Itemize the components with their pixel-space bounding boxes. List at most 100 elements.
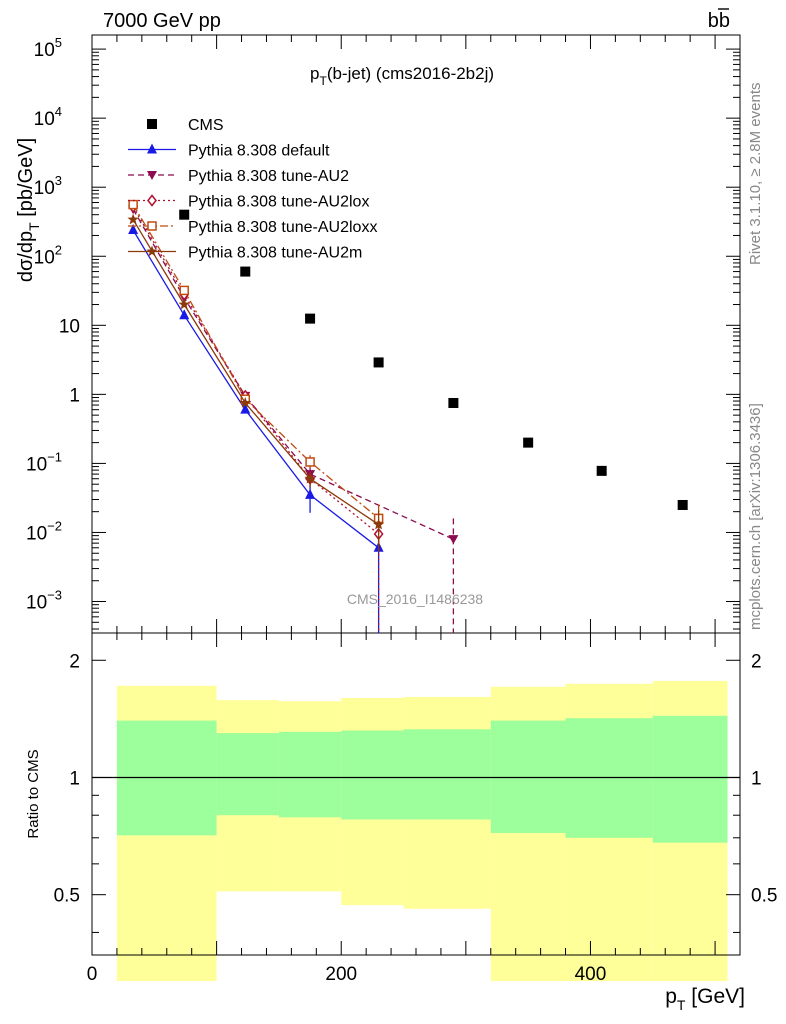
y-tick-base: 10 (34, 40, 55, 61)
legend-marker (146, 245, 158, 257)
ratio-tick-label-right: 0.5 (751, 886, 777, 907)
y-tick-label: 10 (59, 316, 80, 337)
legend-marker (147, 143, 157, 154)
xlabel-b: [GeV] (685, 985, 745, 1008)
plot-title-rest: (b-jet) (cms2016-2b2j) (327, 64, 494, 83)
legend-item-au2loxx: Pythia 8.308 tune-AU2loxx (128, 219, 377, 236)
x-tick-label: 0 (87, 964, 98, 985)
data-point (596, 465, 607, 476)
legend-marker (147, 171, 157, 180)
data-point (373, 357, 384, 368)
legend-label: Pythia 8.308 tune-AU2lox (188, 194, 369, 211)
legend-label: Pythia 8.308 tune-AU2m (188, 245, 362, 262)
data-point (305, 313, 316, 324)
y-tick-label: 105 (34, 35, 62, 61)
data-point (523, 437, 534, 448)
data-point (448, 535, 459, 545)
data-point (179, 285, 189, 296)
side-mcplots: mcplots.cern.ch [arXiv:1306.3436] (747, 403, 764, 630)
y-tick-label: 104 (34, 104, 62, 130)
y-tick-base: 1 (69, 385, 80, 406)
data-point (305, 457, 315, 467)
series-au2lox (128, 200, 384, 633)
x-axis-label: pT [GeV] (665, 985, 745, 1013)
series-default (128, 223, 384, 633)
data-point (178, 298, 190, 310)
ratio-band-inner (341, 730, 404, 820)
y-tick-base: 10 (26, 454, 47, 475)
series-data (179, 209, 688, 510)
ratio-band-inner (652, 715, 728, 843)
series-line (132, 208, 454, 540)
ratio-tick-label-left: 1 (69, 768, 80, 789)
legend-item-data: CMS (147, 117, 224, 134)
xlabel-sub: T (677, 997, 686, 1013)
y-axis-label-ratio: Ratio to CMS (25, 749, 42, 838)
watermark: CMS_2016_I1486238 (347, 591, 483, 607)
y-tick-exp: 3 (55, 173, 62, 188)
y-tick-base: 10 (26, 523, 47, 544)
y-tick-base: 10 (59, 316, 80, 337)
ylabel-b: [pb/GeV] (15, 138, 37, 223)
data-point (372, 518, 385, 530)
x-tick-label: 400 (575, 964, 607, 985)
ratio-bands (92, 680, 740, 982)
legend-label: Pythia 8.308 tune-AU2loxx (188, 219, 377, 236)
data-point (677, 499, 688, 510)
y-tick-base: 10 (26, 593, 47, 614)
ratio-tick-label-right: 1 (751, 768, 762, 789)
y-tick-base: 10 (34, 109, 55, 130)
legend-item-au2m: Pythia 8.308 tune-AU2m (128, 245, 362, 262)
data-point (179, 309, 190, 320)
y-tick-label: 10−2 (26, 518, 62, 544)
y-tick-label: 102 (34, 242, 62, 268)
plot-title: pT(b-jet) (cms2016-2b2j) (310, 64, 494, 88)
legend-label: Pythia 8.308 tune-AU2 (188, 168, 349, 185)
ratio-band-inner (216, 733, 279, 816)
data-point (240, 266, 251, 277)
plot-title-sub: T (319, 74, 327, 88)
plot-title-p: p (310, 64, 319, 83)
header-right: bb (708, 10, 730, 32)
y-tick-exp: −3 (47, 588, 62, 603)
legend: CMS Pythia 8.308 default Pythia 8.308 tune… (128, 117, 377, 262)
legend-item-au2: Pythia 8.308 tune-AU2 (128, 168, 349, 185)
y-tick-exp: 2 (55, 242, 62, 257)
y-tick-exp: 5 (55, 35, 62, 50)
y-tick-base: 10 (34, 178, 55, 199)
data-point (179, 209, 190, 220)
y-tick-label: 10−3 (26, 588, 62, 614)
ylabel-sub: T (26, 222, 42, 231)
y-tick-label: 10−1 (26, 449, 62, 475)
ratio-tick-label-left: 2 (69, 651, 80, 672)
ratio-band-inner (490, 720, 566, 834)
series-au2 (128, 205, 459, 633)
legend-marker (147, 194, 157, 207)
legend-label: CMS (188, 117, 224, 134)
side-rivet: Rivet 3.1.10, ≥ 2.8M events (747, 83, 764, 266)
series-au2m (127, 213, 385, 553)
series-main (127, 199, 688, 633)
header-left: 7000 GeV pp (103, 10, 221, 32)
ratio-band-inner (403, 729, 491, 820)
data-point (239, 397, 251, 408)
data-point (128, 223, 139, 234)
y-tick-label: 1 (69, 385, 80, 406)
ratio-band-inner (278, 731, 342, 818)
y-tick-exp: 4 (55, 104, 62, 119)
legend-marker (147, 221, 157, 231)
data-point (448, 397, 459, 408)
data-point (127, 213, 139, 225)
y-tick-exp: −1 (47, 449, 62, 464)
legend-label: Pythia 8.308 default (188, 143, 330, 160)
data-point (128, 199, 138, 210)
y-axis-label-main: dσ/dpT [pb/GeV] (15, 138, 42, 282)
y-tick-exp: −2 (47, 518, 62, 533)
y-tick-label: 103 (34, 173, 62, 199)
ratio-tick-label-left: 0.5 (54, 886, 80, 907)
ylabel-a: dσ/dp (15, 231, 37, 282)
legend-marker (147, 119, 157, 129)
data-point (240, 403, 251, 414)
